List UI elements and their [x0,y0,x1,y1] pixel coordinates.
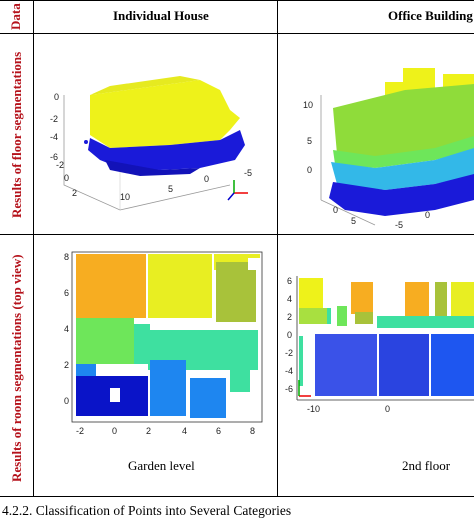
z-tick: -2 [50,114,58,124]
lower-level-points [329,174,474,216]
room-yellow [148,254,212,318]
room-blue [315,334,377,396]
section-heading: 4.2.2. Classification of Points into Sev… [2,503,292,518]
x-tick: 5 [351,216,356,226]
y-tick: -5 [395,220,403,230]
house-room-segmentation-plot: 8 6 4 2 0 -2 0 2 4 6 8 [64,251,263,436]
z-tick: -6 [50,152,58,162]
y-tick: -4 [285,366,293,376]
y-tick: 6 [287,276,292,286]
row-label-floor-segmentation: Results of floor segmentations [9,51,24,218]
office-room-segmentation-plot: 6 4 2 0 -2 -4 -6 -10 0 [285,276,474,414]
y-tick: 0 [287,330,292,340]
y-tick: 4 [64,324,69,334]
x-tick: 0 [64,173,69,183]
room-olive [216,262,256,322]
room-green [76,318,134,364]
y-tick: -2 [285,348,293,358]
z-tick: 10 [303,100,313,110]
x-tick: 0 [333,205,338,215]
z-tick: -4 [50,132,58,142]
x-tick: -10 [307,404,320,414]
room-lightblue [150,360,186,416]
roof-points [403,68,435,90]
x-tick: 0 [112,426,117,436]
lower-floor-points [88,130,245,170]
x-tick: 0 [385,404,390,414]
y-tick: 10 [120,192,130,202]
row-label-room-segmentation: Results of room segmentations (top view) [9,254,24,482]
corridor-teal [377,316,474,328]
upper-level-points [333,84,474,158]
row-divider [0,234,474,235]
table-top-border [0,0,474,1]
room-yellow [299,278,323,308]
y-tick: 8 [64,252,69,262]
table-bottom-border [0,496,474,497]
x-tick: 6 [216,426,221,436]
z-tick: 0 [54,92,59,102]
y-tick: 5 [168,184,173,194]
caption-2nd-floor: 2nd floor [402,458,451,473]
y-tick: 2 [64,360,69,370]
y-tick: 0 [425,210,430,220]
caption-garden-level: Garden level [128,458,195,473]
plot-frame [71,251,263,423]
z-tick: 5 [307,136,312,146]
x-tick: 2 [72,188,77,198]
header-divider [0,33,474,34]
axis-triad-y [227,192,235,201]
y-tick: 2 [287,312,292,322]
column-divider [277,0,278,496]
results-table: Data Individual House Office Building Re… [0,0,474,497]
x-tick: 2 [146,426,151,436]
house-floor-segmentation-plot: 0 -2 -4 -6 -2 0 2 10 5 0 -5 [50,76,252,211]
middle-level-points [331,148,474,190]
z-tick: 0 [307,165,312,175]
y-tick: -5 [244,168,252,178]
y-tick: -6 [285,384,293,394]
x-tick: 4 [182,426,187,436]
header-office-building: Office Building [388,8,473,23]
y-tick: 0 [204,174,209,184]
x-tick: -2 [56,160,64,170]
y-tick: 4 [287,294,292,304]
y-tick: 0 [64,396,69,406]
header-individual-house: Individual House [113,8,209,23]
office-floor-segmentation-plot: 10 5 0 0 5 -5 0 [303,68,474,230]
header-data: Data [8,3,23,30]
x-tick: -2 [76,426,84,436]
label-column-divider [33,0,34,496]
room-orange [351,282,373,314]
x-tick: 8 [250,426,255,436]
room-orange [76,254,146,318]
y-tick: 6 [64,288,69,298]
